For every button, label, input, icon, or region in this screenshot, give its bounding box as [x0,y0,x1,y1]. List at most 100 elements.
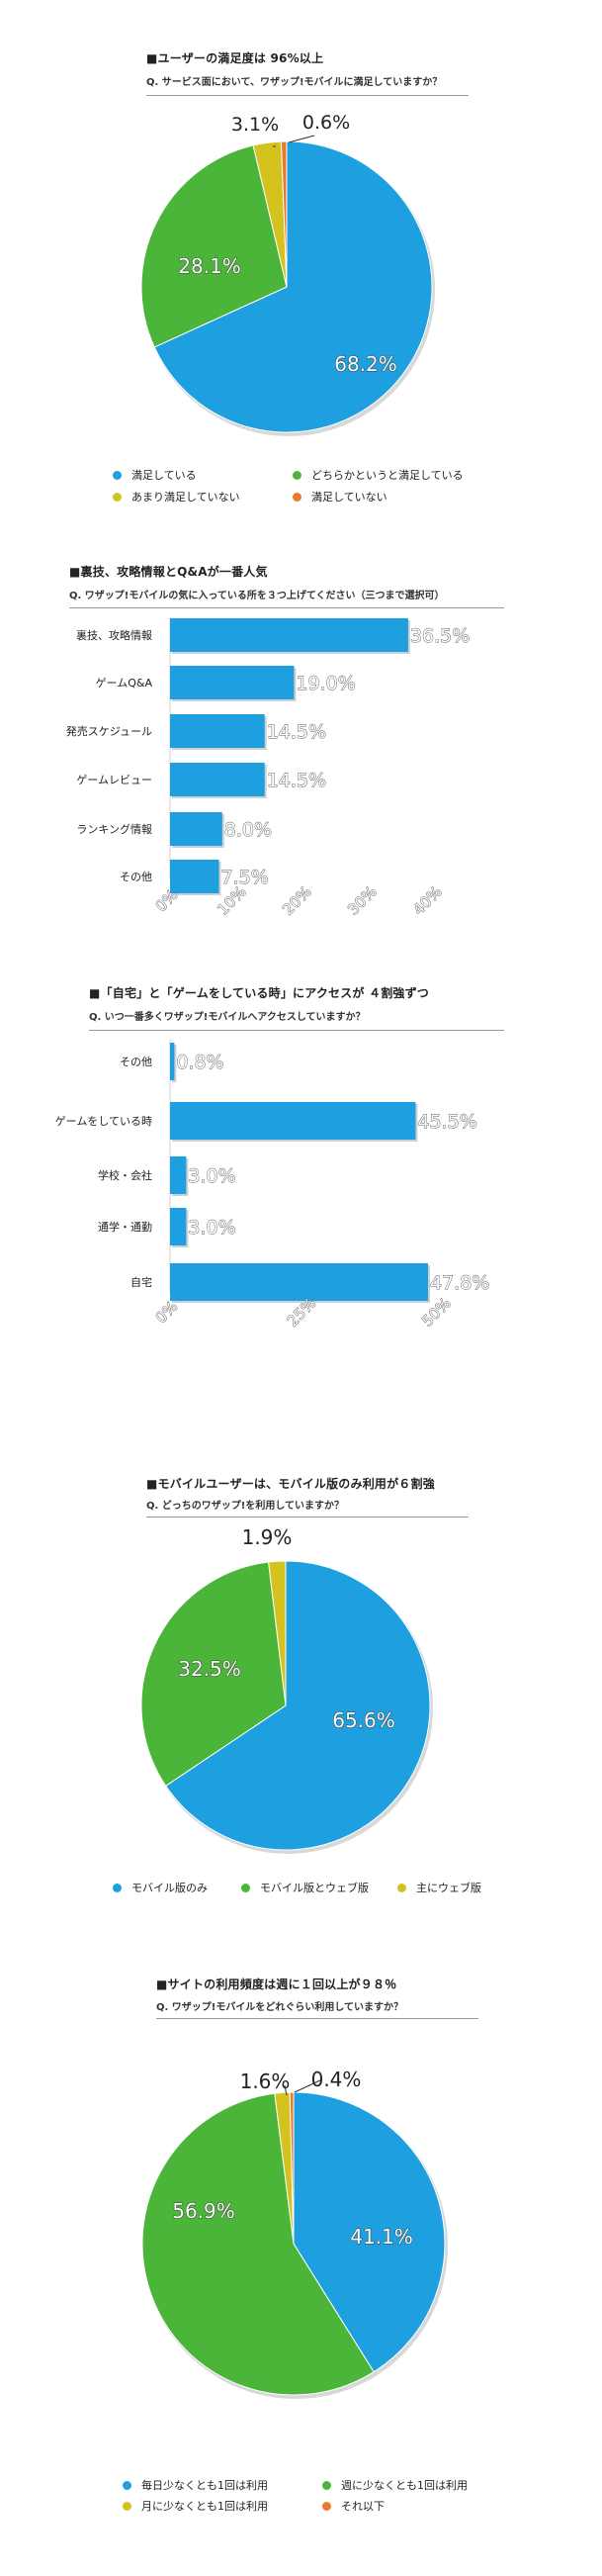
category-label: 学校・会社 [98,1168,152,1182]
pie-slice [141,2092,375,2396]
pie-slice [165,1560,431,1851]
legend-swatch [113,470,122,480]
legend-swatch [241,1883,250,1892]
legend-item: 毎日少なくとも1回は利用 [123,2477,268,2493]
data-label: 47.8% [430,1272,489,1294]
category-label: 通学・通勤 [98,1220,152,1234]
bar [170,812,222,846]
legend-swatch [123,2480,131,2490]
data-label: 68.2% [334,352,397,376]
bar [170,860,219,893]
data-label: 0.8% [176,1052,223,1073]
divider [146,1517,469,1518]
legend-item: それ以下 [322,2498,385,2514]
pie-slice [289,2091,295,2245]
category-label: ゲームQ&A [96,677,153,690]
category-label: ランキング情報 [76,822,152,836]
data-label: 45.5% [417,1111,476,1133]
bar [170,1043,175,1080]
bar [170,1156,187,1194]
legend-item: 主にウェブ版 [397,1880,481,1895]
legend-swatch [397,1883,406,1892]
category-label: ゲームをしている時 [55,1115,152,1128]
data-label: 0.6% [302,112,350,134]
bar-chart: その他 0.8% ゲームをしている時 45.5% 学校・会社 3.0% 通学・通勤 3.0% 自… [55,1039,490,1331]
legend-label: 満足している [131,469,197,482]
leader-line [294,2078,323,2093]
chart-question: Q. ワザップ!モバイルをどれぐらい利用していますか？ [156,2002,404,2013]
chart-satisfaction: ■ユーザーの満足度は 96%以上 Q. サービス面において、ワザップ!モバイルに… [0,0,602,534]
data-label: 41.1% [350,2225,413,2249]
category-label: 自宅 [130,1275,152,1289]
data-label: 32.5% [178,1657,241,1681]
data-label: 36.5% [410,625,470,647]
chart-question: Q. サービス面において、ワザップ!モバイルに満足していますか？ [146,77,443,88]
legend-label: どちらかというと満足している [311,469,464,482]
bar [170,1208,187,1245]
data-label: 1.9% [242,1525,293,1549]
legend-item: 満足している [113,467,197,483]
pie-chart: 68.2% 28.1% 3.1% 0.6% [140,112,435,436]
chart-title: ■裏技、攻略情報とQ&Aが一番人気 [69,565,268,579]
pie-slice [140,1561,287,1787]
bar [170,1263,428,1301]
legend-label: 主にウェブ版 [416,1882,481,1894]
legend-item: どちらかというと満足している [293,467,464,483]
chart-favorite-features: ■裏技、攻略情報とQ&Aが一番人気 Q. ワザップ!モバイルの気に入っている所を… [0,534,602,960]
legend-swatch [113,492,122,502]
divider [69,607,504,608]
leader-line [288,135,315,143]
legend-item: 週に少なくとも1回は利用 [322,2477,468,2493]
legend-item: 満足していない [293,489,387,505]
category-label: 裏技、攻略情報 [76,628,152,642]
legend-label: 満足していない [311,491,387,504]
data-label: 14.5% [267,770,326,791]
bar [170,666,295,699]
data-label: 1.6% [240,2070,291,2093]
pie-slice [140,144,288,348]
divider [89,1030,504,1031]
chart-question: Q. ワザップ!モバイルの気に入っている所を３つ上げてください（三つまで選択可） [69,591,445,601]
pie-slice [153,140,433,433]
chart-title: ■ユーザーの満足度は 96%以上 [146,51,324,65]
data-label: 0.4% [311,2068,362,2091]
legend-item: モバイル版のみ [113,1880,208,1895]
legend-label: あまり満足していない [131,491,240,504]
data-label: 56.9% [172,2199,235,2223]
bar [170,763,265,796]
tick-label: 20% [279,882,314,918]
legend-swatch [293,470,301,480]
legend-item: あまり満足していない [113,489,240,505]
divider [146,95,469,96]
legend-swatch [322,2480,331,2490]
legend-label: モバイル版のみ [131,1882,208,1894]
legend-item: 月に少なくとも1回は利用 [123,2498,268,2514]
legend-label: モバイル版とウェブ版 [260,1882,369,1894]
legend-label: 週に少なくとも1回は利用 [341,2479,468,2492]
legend-swatch [123,2501,131,2511]
legend-label: 毎日少なくとも1回は利用 [141,2479,268,2492]
pie-slice [268,1560,287,1706]
pie-slice [293,2091,446,2373]
pie-chart: 65.6% 32.5% 1.9% [140,1525,433,1854]
pie-chart: 41.1% 56.9% 1.6% 0.4% [141,2068,448,2399]
leader-line [284,2084,288,2096]
bar-chart: 裏技、攻略情報 36.5% ゲームQ&A 19.0% 発売スケジュール 14.5% ゲームレ… [66,617,471,919]
data-label: 3.0% [188,1165,235,1187]
chart-access-timing: ■「自宅」と「ゲームをしている時」にアクセスが ４割強ずつ Q. いつ一番多くワ… [0,960,602,1375]
data-label: 28.1% [178,254,241,278]
category-label: 発売スケジュール [66,724,152,738]
tick-label: 30% [344,882,380,918]
chart-usage-frequency: ■サイトの利用頻度は週に１回以上が９８％ Q. ワザップ!モバイルをどれぐらい利… [0,1929,602,2576]
category-label: ゲームレビュー [76,774,152,786]
legend-item: モバイル版とウェブ版 [241,1880,369,1895]
data-label: 19.0% [296,673,355,694]
category-label: その他 [120,871,152,883]
data-label: 8.0% [224,819,272,841]
legend-swatch [322,2501,331,2511]
chart-title: ■モバイルユーザーは、モバイル版のみ利用が６割強 [146,1477,435,1491]
legend-label: 月に少なくとも1回は利用 [141,2500,268,2513]
data-label: 14.5% [267,721,326,743]
data-label: 3.0% [188,1217,235,1239]
chart-mobile-usage: ■モバイルユーザーは、モバイル版のみ利用が６割強 Q. どっちのワザップ!を利用… [0,1375,602,1929]
